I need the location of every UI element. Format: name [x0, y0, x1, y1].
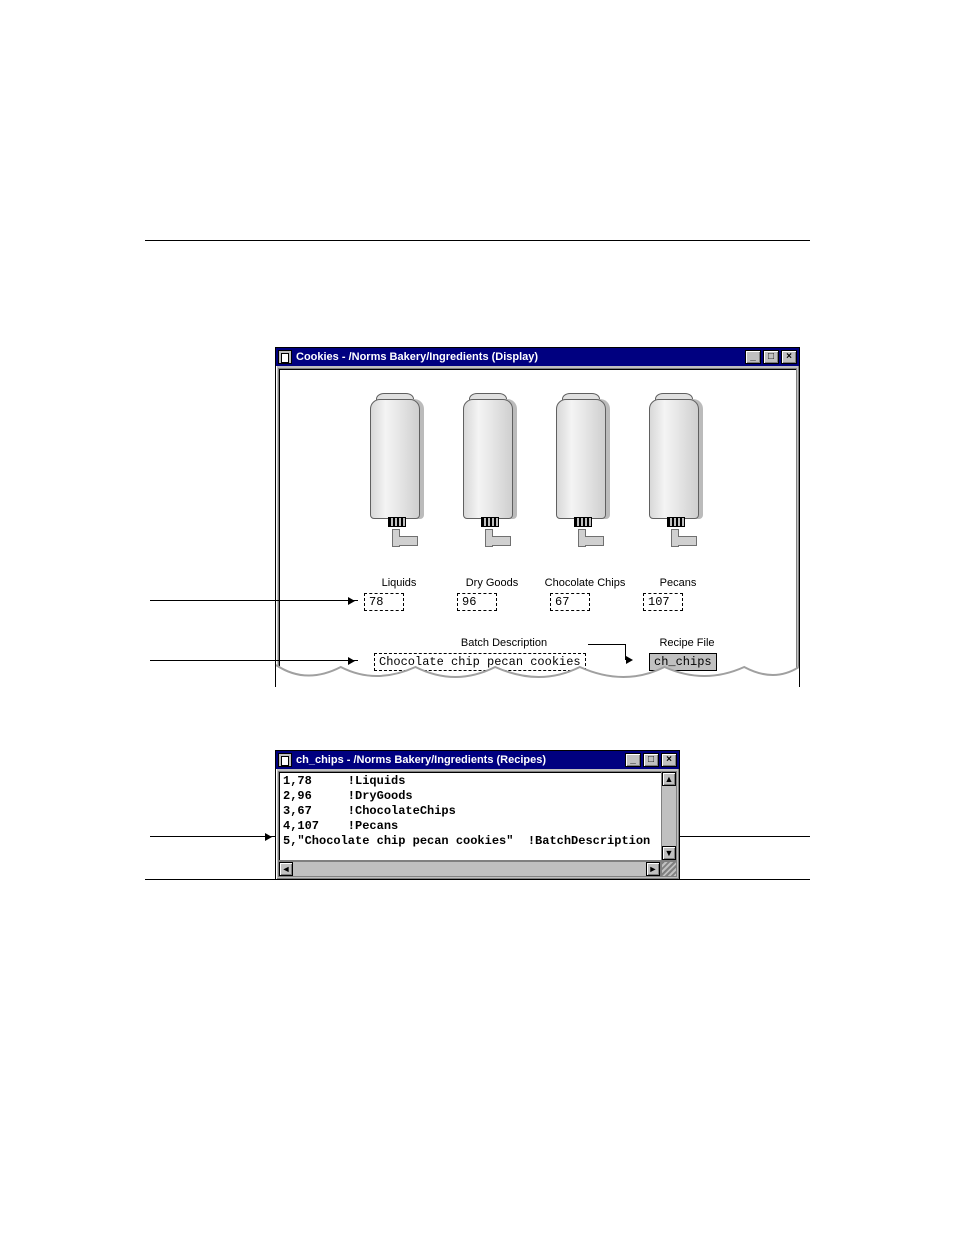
minimize-button[interactable]: _ [745, 350, 761, 364]
tank-label: Chocolate Chips [545, 577, 626, 589]
cookies-display-window: Cookies - /Norms Bakery/Ingredients (Dis… [275, 347, 800, 687]
recipe-file-label: Recipe File [659, 637, 714, 649]
vertical-scrollbar[interactable]: ▲ ▼ [661, 771, 677, 861]
resize-grip[interactable] [661, 861, 677, 877]
tank-value-readout: 78 [364, 593, 404, 611]
arrow-to-tank-values [150, 600, 358, 601]
tank-value-readout: 107 [643, 593, 683, 611]
tank-value-readout: 96 [457, 593, 497, 611]
arrow-to-batchdescription [665, 836, 810, 837]
maximize-button[interactable]: □ [763, 350, 779, 364]
tank-dry-goods [463, 399, 521, 549]
recipe-line: 2,96 !DryGoods [283, 789, 672, 804]
recipe-line: 4,107 !Pecans [283, 819, 672, 834]
scroll-up-button[interactable]: ▲ [662, 772, 676, 786]
tank-label: Pecans [660, 577, 697, 589]
recipe-window-titlebar[interactable]: ch_chips - /Norms Bakery/Ingredients (Re… [276, 751, 679, 769]
tank-label: Liquids [382, 577, 417, 589]
tank-chocolate-chips [556, 399, 614, 549]
system-menu-icon[interactable] [278, 753, 292, 767]
scroll-right-button[interactable]: ► [646, 862, 660, 876]
recipe-line: 1,78 !Liquids [283, 774, 672, 789]
tank-value-readout: 67 [550, 593, 590, 611]
tank-pecans [649, 399, 707, 549]
recipe-window-title: ch_chips - /Norms Bakery/Ingredients (Re… [296, 754, 625, 766]
scroll-left-button[interactable]: ◄ [279, 862, 293, 876]
close-button[interactable]: × [781, 350, 797, 364]
cookies-window-title: Cookies - /Norms Bakery/Ingredients (Dis… [296, 351, 745, 363]
system-menu-icon[interactable] [278, 350, 292, 364]
tank-label: Dry Goods [466, 577, 519, 589]
minimize-button[interactable]: _ [625, 753, 641, 767]
recipe-file-window: ch_chips - /Norms Bakery/Ingredients (Re… [275, 750, 680, 880]
horizontal-scrollbar[interactable]: ◄ ► [278, 861, 661, 877]
recipe-line: 5,"Chocolate chip pecan cookies" !BatchD… [283, 834, 672, 849]
maximize-button[interactable]: □ [643, 753, 659, 767]
tank-liquids [370, 399, 428, 549]
arrow-to-batch-box [150, 660, 358, 661]
recipe-line: 3,67 !ChocolateChips [283, 804, 672, 819]
cookies-window-titlebar[interactable]: Cookies - /Norms Bakery/Ingredients (Dis… [276, 348, 799, 366]
recipe-text-area[interactable]: 1,78 !Liquids2,96 !DryGoods3,67 !Chocola… [278, 771, 677, 861]
cookies-window-client: Liquids 78 Dry Goods 96 Chocolate Chips 67 Pec… [278, 368, 797, 684]
scroll-down-button[interactable]: ▼ [662, 846, 676, 860]
arrow-to-recipe-line5 [150, 836, 275, 837]
close-button[interactable]: × [661, 753, 677, 767]
page-rule-top [145, 240, 810, 241]
batch-description-label: Batch Description [461, 637, 547, 649]
